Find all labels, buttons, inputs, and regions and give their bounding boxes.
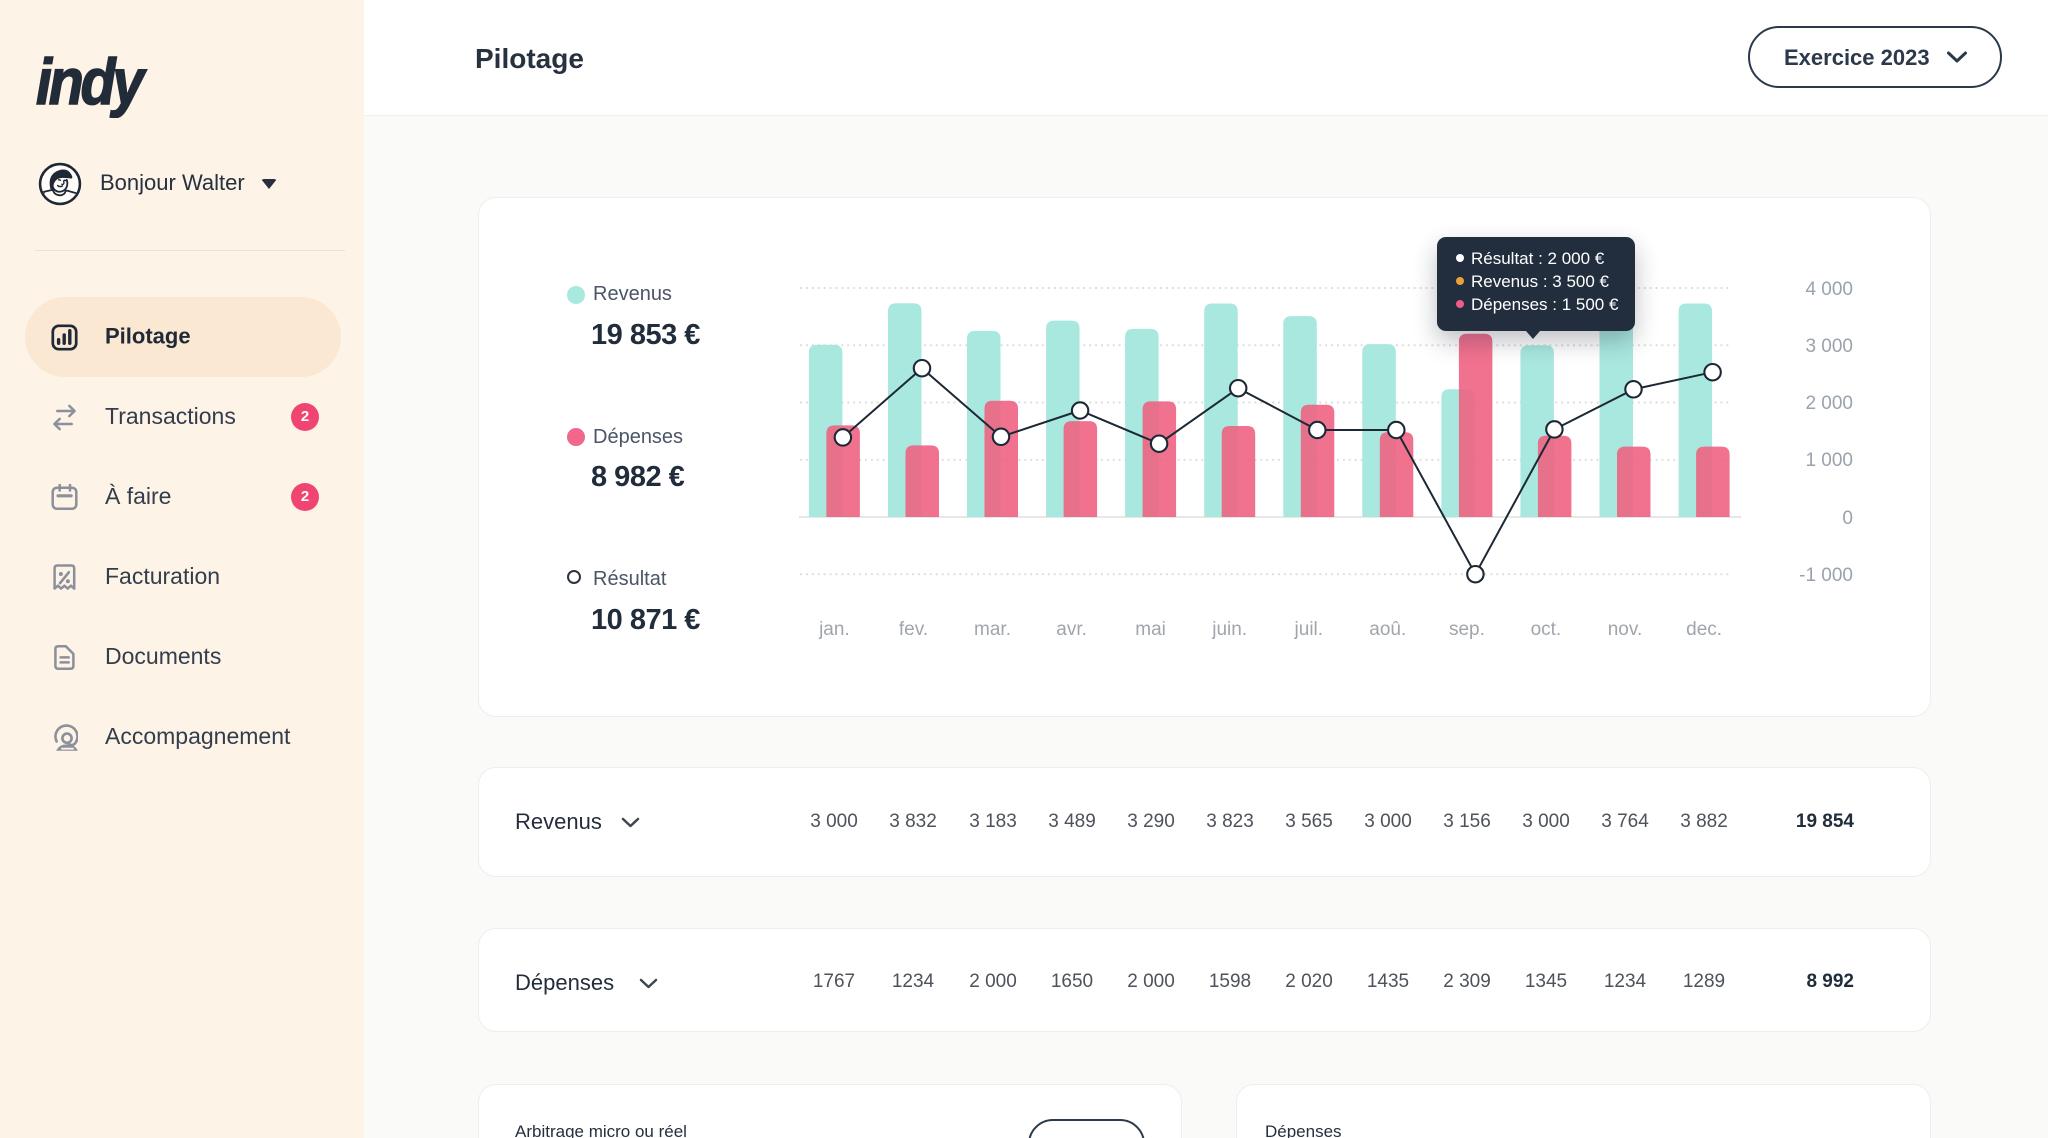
- svg-text:2 000: 2 000: [1805, 393, 1853, 414]
- svg-text:juil.: juil.: [1294, 619, 1324, 640]
- svg-text:oct.: oct.: [1531, 619, 1562, 640]
- svg-text:avr.: avr.: [1056, 619, 1087, 640]
- svg-text:nov.: nov.: [1608, 619, 1643, 640]
- svg-text:sep.: sep.: [1449, 619, 1485, 640]
- svg-text:3 000: 3 000: [1805, 336, 1853, 357]
- svg-text:mar.: mar.: [974, 619, 1011, 640]
- svg-text:dec.: dec.: [1686, 619, 1722, 640]
- svg-text:1 000: 1 000: [1805, 450, 1853, 471]
- svg-text:mai: mai: [1135, 619, 1166, 640]
- svg-text:aoû.: aoû.: [1369, 619, 1406, 640]
- svg-text:fev.: fev.: [899, 619, 928, 640]
- svg-text:jan.: jan.: [818, 619, 850, 640]
- svg-text:-1 000: -1 000: [1799, 565, 1853, 586]
- svg-text:juin.: juin.: [1211, 619, 1247, 640]
- svg-text:4 000: 4 000: [1805, 279, 1853, 300]
- svg-text:0: 0: [1842, 508, 1853, 529]
